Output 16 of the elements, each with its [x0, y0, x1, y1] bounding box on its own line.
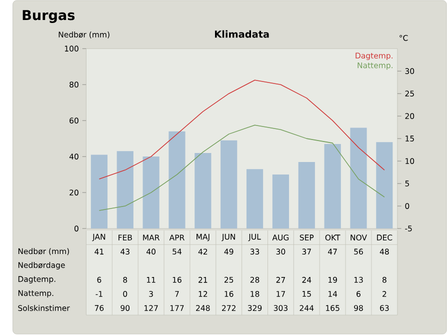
- bar: [116, 151, 134, 229]
- bar: [298, 162, 315, 229]
- bar: [324, 144, 341, 229]
- bar: [220, 140, 238, 229]
- bar: [168, 132, 186, 229]
- bar: [90, 154, 108, 229]
- bar: [350, 128, 367, 229]
- chart-title: Burgas: [22, 10, 75, 24]
- chart-subtitle: Klimadata: [215, 30, 269, 38]
- bar: [246, 169, 264, 229]
- line-series: [98, 124, 385, 212]
- bar: [142, 156, 160, 229]
- bar: [376, 142, 393, 229]
- bar: [194, 153, 212, 229]
- line-series: [98, 80, 385, 180]
- bar: [272, 174, 290, 229]
